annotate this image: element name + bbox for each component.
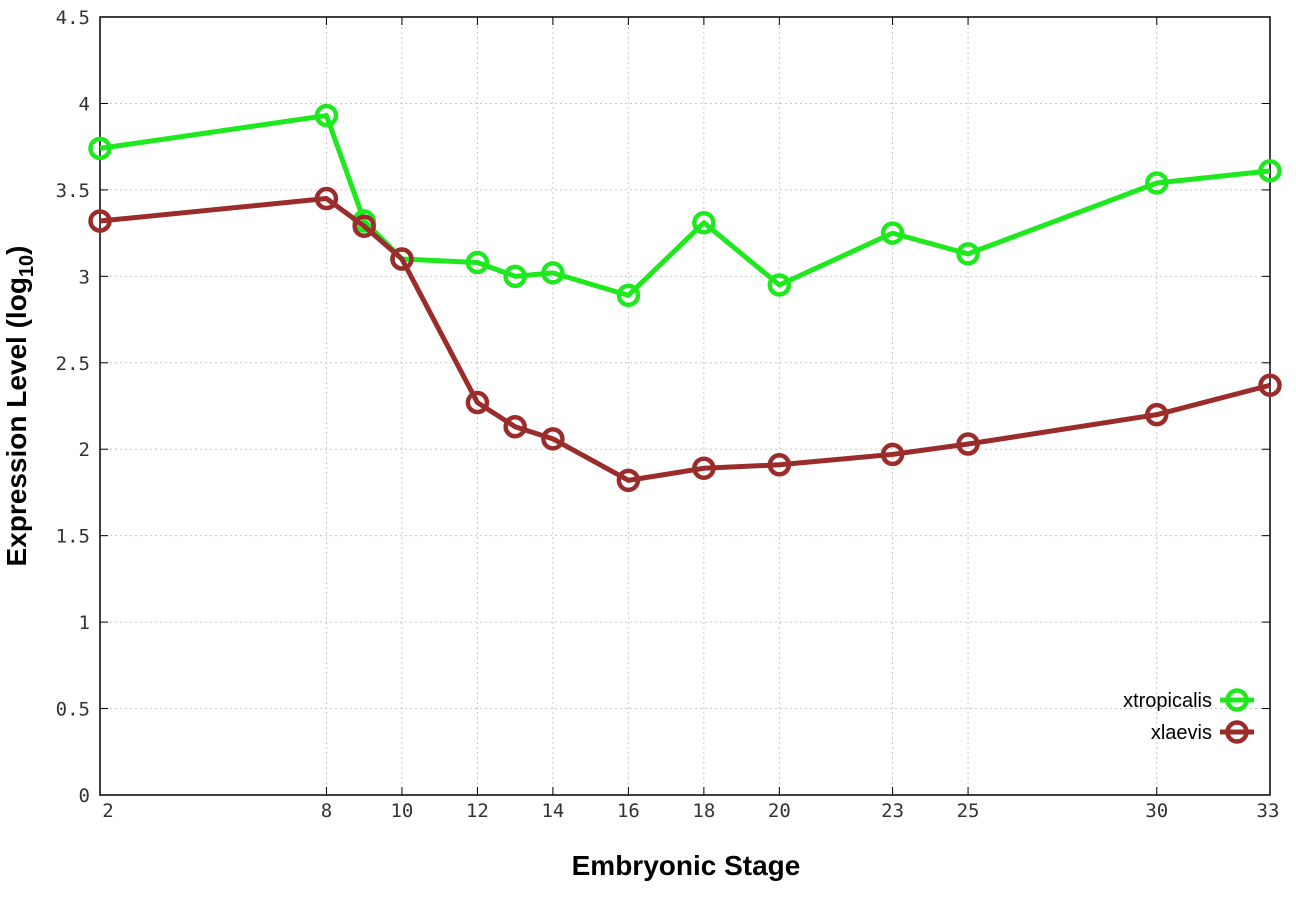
xlaevis-point — [88, 209, 112, 233]
xlaevis-point — [616, 468, 641, 493]
x-tick-label: 8 — [321, 800, 332, 822]
legend-label-xtropicalis: xtropicalis — [1123, 690, 1212, 712]
xlaevis-point — [465, 390, 490, 415]
legend-label-xlaevis: xlaevis — [1151, 722, 1212, 744]
legend-swatch-marker — [1225, 688, 1249, 712]
legend-item-xlaevis: xlaevis — [1151, 720, 1254, 744]
x-tick-label: 23 — [881, 800, 904, 822]
x-tick-label: 14 — [541, 800, 564, 822]
x-tick-label: 16 — [617, 800, 640, 822]
xtropicalis-point — [314, 103, 339, 128]
y-tick-label: 2.5 — [56, 353, 90, 375]
x-tick-label: 18 — [692, 800, 715, 822]
x-axis-title: Embryonic Stage — [572, 850, 801, 881]
xtropicalis-point — [88, 136, 112, 161]
y-axis-title-main: Expression Level (log — [1, 277, 32, 566]
x-tick-label: 12 — [466, 800, 489, 822]
xlaevis-point — [880, 442, 905, 467]
y-tick-label: 4 — [79, 93, 90, 115]
legend-swatch-marker — [1225, 720, 1249, 744]
xtropicalis-point — [616, 283, 641, 308]
x-tick-label: 10 — [390, 800, 413, 822]
xlaevis-point — [352, 214, 376, 238]
xlaevis-point — [692, 456, 716, 480]
x-tick-label: 33 — [1257, 800, 1280, 822]
xtropicalis-point — [465, 250, 490, 275]
xtropicalis-point — [956, 242, 980, 266]
x-tick-label: 30 — [1145, 800, 1168, 822]
x-tick-label: 2 — [102, 800, 113, 822]
legend: xtropicalis xlaevis — [1123, 688, 1254, 744]
legend-item-xtropicalis: xtropicalis — [1123, 688, 1254, 712]
xtropicalis-point — [767, 273, 792, 297]
plot-area-border — [99, 16, 1271, 796]
x-tick-label: 20 — [768, 800, 791, 822]
xtropicalis-point — [503, 264, 527, 289]
grid — [100, 17, 1270, 795]
xlaevis-point — [314, 186, 339, 211]
y-axis-title: Expression Level (log10) — [1, 246, 38, 567]
series-group — [88, 103, 1282, 493]
xtropicalis-point — [1258, 159, 1282, 183]
x-tick-label: 25 — [957, 800, 980, 822]
xlaevis-point — [767, 453, 792, 477]
xlaevis-point — [503, 414, 527, 439]
xlaevis-point — [956, 432, 980, 456]
xtropicalis-point — [1145, 171, 1169, 195]
y-tick-label: 1.5 — [56, 526, 90, 548]
y-tick-label: 3.5 — [56, 180, 90, 202]
y-axis-title-subscript: 10 — [16, 255, 38, 277]
xtropicalis-point — [880, 221, 905, 245]
xlaevis-point — [1145, 402, 1169, 427]
y-tick-label: 2 — [79, 439, 90, 461]
y-tick-label: 0.5 — [56, 699, 90, 721]
xlaevis-point — [390, 247, 414, 271]
xtropicalis-point — [541, 261, 565, 285]
y-tick-label: 1 — [79, 612, 90, 634]
y-axis-title-suffix: ) — [1, 246, 32, 255]
xlaevis-point — [541, 427, 565, 451]
xlaevis-point — [1258, 373, 1282, 398]
axis-ticks: 2 8 10 12 14 16 18 20 23 25 30 33 0 0.5 1 1.5 2 2.5 3 3.5 4 4… — [56, 7, 1280, 822]
y-tick-label: 4.5 — [56, 7, 90, 29]
y-tick-label: 0 — [79, 785, 90, 807]
y-tick-label: 3 — [79, 266, 90, 288]
xtropicalis-point — [692, 210, 716, 235]
